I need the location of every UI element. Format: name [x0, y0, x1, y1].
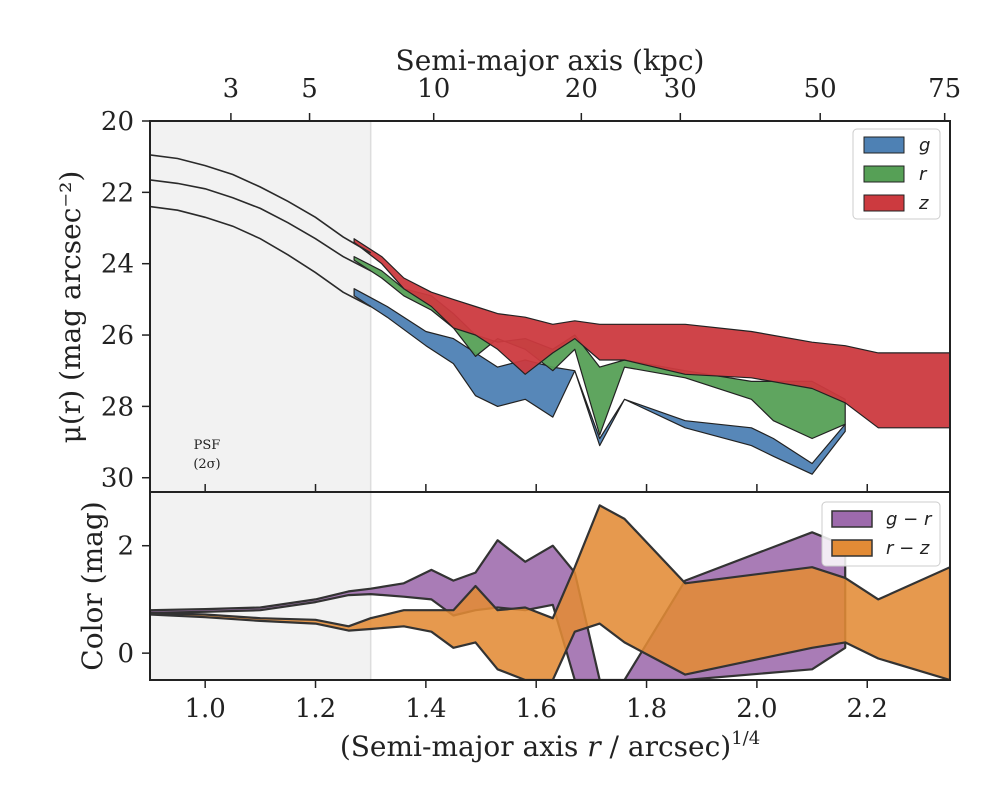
legend-swatch-g — [863, 136, 905, 154]
model-curve-g — [150, 205, 372, 308]
legend-swatch-g-r — [831, 510, 873, 528]
top-ytick-label-30: 30 — [101, 464, 134, 494]
xlabel-main: (Semi-major axis — [340, 730, 587, 763]
legend-label-r-z: r − z — [886, 538, 930, 559]
xtick-label-4: 1.8 — [626, 694, 667, 724]
legend-label-g: g — [919, 135, 930, 156]
kpc-tick-label-3: 3 — [223, 74, 240, 104]
legend-label-r: r — [919, 164, 928, 185]
xlabel-variable: r — [587, 730, 602, 763]
kpc-tick-label-50: 50 — [804, 74, 837, 104]
color-band-r-z — [150, 504, 950, 680]
top-ytick-label-28: 28 — [101, 392, 134, 422]
bottom-panel: 0 2 1.0 1.2 1.4 1.6 1.8 2.0 2.2 g − r r − z — [117, 491, 951, 724]
legend-swatch-r — [863, 165, 905, 183]
top-ytick-label-20: 20 — [101, 107, 134, 137]
bottom-data — [150, 504, 950, 680]
bottom-panel-frame — [149, 491, 951, 681]
top-panel: PSF(2σ)202224262830351020305075100grz — [101, 74, 961, 494]
xtick-label-0: 1.0 — [184, 694, 225, 724]
xtick-label-5: 2.0 — [736, 694, 777, 724]
xtick-label-6: 2.2 — [847, 694, 888, 724]
kpc-tick-label-75: 75 — [928, 74, 961, 104]
xtick-label-2: 1.4 — [405, 694, 446, 724]
top-ytick-label-22: 22 — [101, 178, 134, 208]
xtick-label-1: 1.2 — [295, 694, 336, 724]
bottom-axis-title: (Semi-major axis r / arcsec)1/4 — [340, 728, 760, 763]
bottom-legend: g − r r − z — [821, 501, 941, 567]
model-curve-r — [150, 179, 372, 272]
xlabel-exponent: 1/4 — [731, 728, 760, 749]
psf-annotation-line2: (2σ) — [193, 457, 220, 472]
band-g — [353, 288, 846, 475]
kpc-tick-label-5: 5 — [301, 74, 318, 104]
kpc-tick-label-30: 30 — [664, 74, 697, 104]
top-data — [150, 154, 950, 475]
legend-label-z: z — [918, 193, 929, 214]
legend-label-g-r: g − r — [886, 509, 933, 530]
model-curve-z — [150, 154, 372, 254]
xlabel-after: / arcsec) — [601, 730, 732, 763]
kpc-tick-label-20: 20 — [565, 74, 598, 104]
kpc-tick-label-10: 10 — [417, 74, 450, 104]
bottom-psf-shade — [150, 492, 371, 680]
top-legend: grz — [852, 128, 941, 220]
bottom-ytick-label-2: 2 — [117, 532, 134, 562]
xtick-label-3: 1.6 — [516, 694, 557, 724]
band-z — [353, 238, 950, 429]
legend-swatch-z — [863, 194, 905, 212]
top-ytick-label-26: 26 — [101, 321, 134, 351]
top-psf-shade — [150, 121, 371, 492]
bottom-panel-ylabel: Color (mag) — [76, 501, 109, 670]
bottom-ytick-label-0: 0 — [117, 639, 134, 669]
psf-annotation-line1: PSF — [194, 438, 221, 453]
top-axis-title: Semi-major axis (kpc) — [396, 44, 705, 77]
top-ytick-label-24: 24 — [101, 250, 134, 280]
legend-swatch-r-z — [831, 539, 873, 557]
top-panel-ylabel: μ(r) (mag arcsec⁻²) — [54, 171, 87, 444]
